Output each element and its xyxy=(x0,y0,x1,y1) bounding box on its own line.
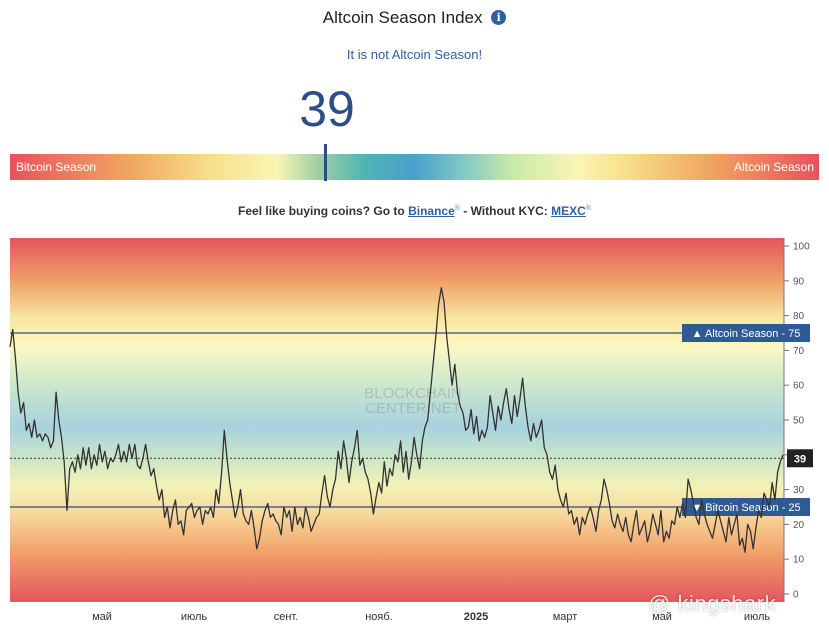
x-tick-label: май xyxy=(652,611,672,623)
current-value-label: 39 xyxy=(794,453,806,465)
reference-lines: ▲ Altcoin Season - 75 ▼ Bitcoin Season - … xyxy=(10,324,810,516)
promo-prefix: Feel like buying coins? Go to xyxy=(238,204,409,218)
reference-label-box xyxy=(682,498,810,516)
page-title-text: Altcoin Season Index xyxy=(322,8,483,27)
current-value-box xyxy=(787,449,813,468)
y-tick-label: 100 xyxy=(793,242,810,253)
reference-label-box xyxy=(682,324,810,342)
x-tick-label: июль xyxy=(744,611,771,623)
y-tick-label: 10 xyxy=(793,555,805,566)
page-title: Altcoin Season Index i xyxy=(0,8,829,28)
y-axis: 0102030405060708090100 xyxy=(783,238,810,602)
season-status: It is not Altcoin Season! xyxy=(346,47,483,62)
y-tick-label: 20 xyxy=(793,520,805,531)
mexc-external-icon: ® xyxy=(585,205,591,212)
x-tick-label: март xyxy=(553,611,578,623)
chart-background xyxy=(10,238,784,602)
reference-label: ▼ Bitcoin Season - 25 xyxy=(691,502,800,514)
y-tick-label: 80 xyxy=(793,311,805,322)
current-value-marker: 39 xyxy=(10,449,813,468)
gauge-left-label: Bitcoin Season xyxy=(16,160,97,174)
binance-link[interactable]: Binance xyxy=(408,204,455,218)
y-tick-label: 30 xyxy=(793,485,805,496)
author-watermark: @ kingshark xyxy=(648,591,777,616)
watermark-line-1: BLOCKCHAIN xyxy=(364,385,462,402)
info-icon[interactable]: i xyxy=(491,10,507,25)
y-tick-label: 90 xyxy=(793,276,805,287)
binance-external-icon: ® xyxy=(454,205,460,212)
index-series-line xyxy=(9,287,784,553)
watermark-line-2: CENTER.NET xyxy=(365,400,461,417)
x-tick-label: май xyxy=(92,611,112,623)
promo-middle: - Without KYC: xyxy=(459,204,552,218)
y-tick-label: 70 xyxy=(793,346,805,357)
reference-label: ▲ Altcoin Season - 75 xyxy=(692,328,801,340)
chart-watermark: BLOCKCHAIN CENTER.NET xyxy=(364,385,462,417)
promo-text: Feel like buying coins? Go to Binance® -… xyxy=(0,204,829,218)
x-axis: май июль сент. нояб. 2025 март май июль xyxy=(92,611,770,623)
y-tick-label: 50 xyxy=(793,416,805,427)
y-tick-label: 0 xyxy=(793,590,799,601)
x-tick-label: июль xyxy=(181,611,208,623)
y-tick-label: 60 xyxy=(793,381,805,392)
x-tick-label: сент. xyxy=(274,611,299,623)
x-tick-label: 2025 xyxy=(464,611,488,623)
gauge-right-label: Altcoin Season xyxy=(733,160,814,174)
index-value: 39 xyxy=(299,81,355,137)
mexc-link[interactable]: MEXC xyxy=(551,204,586,218)
x-tick-label: нояб. xyxy=(365,611,393,623)
gauge-needle xyxy=(324,144,327,181)
season-gauge: Bitcoin Season Altcoin Season xyxy=(10,144,819,181)
altcoin-index-chart: BLOCKCHAIN CENTER.NET 010203040506070809… xyxy=(9,238,813,623)
